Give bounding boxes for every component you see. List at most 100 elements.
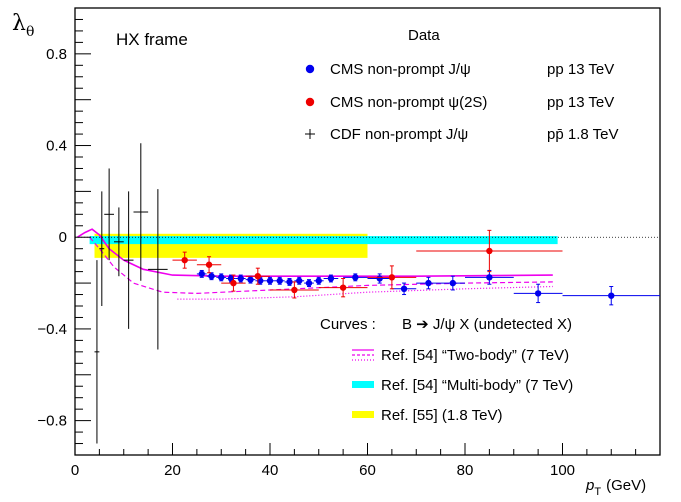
curve-0-solid xyxy=(76,228,553,277)
y-tick-label: 0.8 xyxy=(46,46,67,63)
x-tick-label: 20 xyxy=(164,462,181,479)
point-s0-17 xyxy=(416,276,441,290)
point-s1-2 xyxy=(221,274,246,292)
point-s0-20 xyxy=(513,283,563,304)
band-0 xyxy=(89,236,558,245)
legend-two-body-label: Ref. [54] “Two-body” (7 TeV) xyxy=(381,347,569,364)
frame-label: HX frame xyxy=(116,30,188,49)
point-s1-3 xyxy=(245,267,270,285)
point-s0-19 xyxy=(465,269,514,285)
legend-ref55-label: Ref. [55] (1.8 TeV) xyxy=(381,407,502,424)
point-marker xyxy=(327,275,335,282)
point-s0-2 xyxy=(216,273,227,282)
point-s0-16 xyxy=(391,282,417,296)
point-marker xyxy=(608,292,615,299)
legend-marker-cms-psi2s xyxy=(305,97,315,107)
point-s0-1 xyxy=(206,272,217,281)
point-s0-5 xyxy=(245,275,256,284)
point-marker xyxy=(291,286,298,294)
point-s0-8 xyxy=(274,276,285,285)
legend-two-body-swatch xyxy=(352,349,374,361)
point-marker xyxy=(534,290,542,297)
point-marker xyxy=(400,285,408,293)
point-s0-11 xyxy=(304,279,314,288)
point-s0-0 xyxy=(196,269,207,278)
point-marker xyxy=(315,277,322,284)
point-s0-14 xyxy=(343,273,368,282)
point-s2-1 xyxy=(99,191,105,306)
legend-label-cdf-jpsi: CDF non-prompt J/ψ xyxy=(330,126,468,143)
legend-label-cms-jpsi: CMS non-prompt J/ψ xyxy=(330,61,471,78)
x-tick-label: 100 xyxy=(550,462,575,479)
point-marker xyxy=(208,273,215,280)
point-marker xyxy=(486,274,493,281)
point-s1-4 xyxy=(270,281,319,299)
bands-layer xyxy=(89,233,558,258)
point-marker xyxy=(237,275,244,282)
point-s1-1 xyxy=(196,256,222,274)
x-tick-label: 60 xyxy=(359,462,376,479)
x-tick-label: 40 xyxy=(262,462,279,479)
y-tick-label: 0.4 xyxy=(46,138,67,155)
point-marker xyxy=(198,270,205,278)
point-s2-6 xyxy=(148,189,168,350)
legend-multi-body-swatch xyxy=(352,381,374,388)
point-s2-0 xyxy=(94,260,100,444)
point-marker xyxy=(339,284,347,291)
legend-energy-cdf-jpsi: pp̄ 1.8 TeV xyxy=(547,126,618,143)
point-s1-5 xyxy=(318,277,368,298)
legend-curves-process: B ➔ J/ψ X (undetected X) xyxy=(402,316,572,333)
legend-multi-body-label: Ref. [54] “Multi-body” (7 TeV) xyxy=(381,377,573,394)
y-tick-label: 0 xyxy=(59,229,67,246)
point-s0-7 xyxy=(265,276,275,285)
point-s0-18 xyxy=(440,275,465,291)
curves-legend: Curves : B ➔ J/ψ X (undetected X) Ref. [… xyxy=(320,316,573,424)
point-s0-10 xyxy=(294,276,305,285)
point-s0-15 xyxy=(367,273,392,284)
data-legend: Data CMS non-prompt J/ψ pp 13 TeV CMS no… xyxy=(305,27,618,143)
y-tick-label: −0.4 xyxy=(37,321,67,338)
x-axis-title-unit: (GeV) xyxy=(606,477,646,494)
point-s0-21 xyxy=(562,286,660,306)
point-marker xyxy=(247,276,254,283)
point-s2-2 xyxy=(104,168,114,261)
x-axis-title-main: p xyxy=(585,477,594,494)
legend-data-title: Data xyxy=(408,27,440,44)
x-axis-title: pT (GeV) xyxy=(585,477,646,498)
legend-curves-title: Curves : xyxy=(320,316,376,333)
point-marker xyxy=(276,277,283,284)
y-axis-title: λθ xyxy=(12,11,34,40)
y-axis-title-sub: θ xyxy=(26,24,34,40)
point-s1-0 xyxy=(172,251,197,269)
curve-0-dashed xyxy=(89,236,553,295)
point-marker xyxy=(266,277,274,284)
point-s2-3 xyxy=(114,207,124,277)
y-axis-title-main: λ xyxy=(12,11,26,36)
series-layer xyxy=(94,143,660,444)
point-marker xyxy=(230,279,237,287)
point-s0-13 xyxy=(323,274,339,283)
point-marker xyxy=(486,247,493,255)
point-marker xyxy=(296,277,303,284)
legend-energy-cms-jpsi: pp 13 TeV xyxy=(547,61,614,78)
ticks-layer: 0 20 40 60 80 100 −0.8 −0.4 0 0.4 0.8 xyxy=(37,7,661,479)
x-axis-title-sub: T xyxy=(594,486,601,498)
point-s1-7 xyxy=(416,229,563,273)
point-marker xyxy=(388,274,396,281)
legend-label-cms-psi2s: CMS non-prompt ψ(2S) xyxy=(330,94,487,111)
legend-energy-cms-psi2s: pp 13 TeV xyxy=(547,94,614,111)
point-s0-12 xyxy=(313,276,324,285)
curves-layer xyxy=(76,228,553,300)
point-s2-4 xyxy=(123,191,134,329)
point-marker xyxy=(286,278,293,286)
point-marker xyxy=(254,273,262,280)
x-tick-label: 0 xyxy=(71,462,79,479)
point-marker xyxy=(205,261,213,268)
point-marker xyxy=(352,274,359,281)
x-tick-label: 80 xyxy=(457,462,474,479)
point-marker xyxy=(425,279,432,287)
point-marker xyxy=(218,274,225,281)
point-s2-5 xyxy=(133,143,149,281)
point-marker xyxy=(376,275,383,282)
